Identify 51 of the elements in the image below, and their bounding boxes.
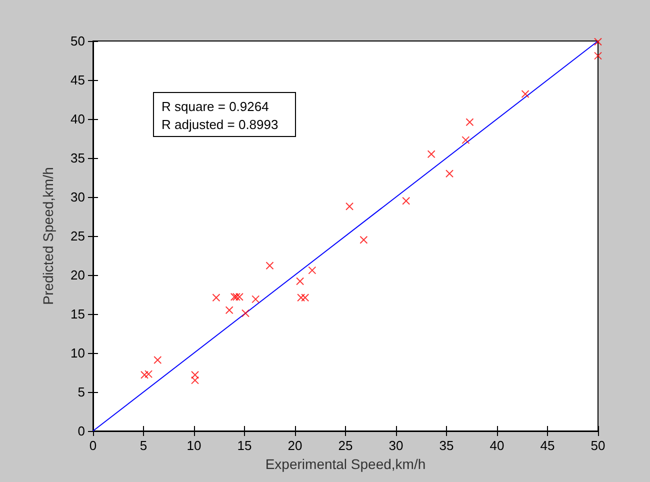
point <box>594 52 602 60</box>
y-tick-label: 0 <box>78 424 85 438</box>
x-tick-label: 45 <box>540 438 555 453</box>
point <box>402 196 410 205</box>
point <box>466 118 474 126</box>
x-tick-label: 15 <box>237 438 252 453</box>
y-tick-label: 10 <box>70 346 85 360</box>
x-tick-label: 10 <box>186 438 202 453</box>
x-tick-label: 25 <box>338 438 353 453</box>
x-axis-title: Experimental Speed,km/h <box>265 456 426 472</box>
y-tick-label: 45 <box>70 72 85 88</box>
point <box>242 309 250 318</box>
annotation: R square = 0.9264 <box>162 99 269 114</box>
point <box>594 38 602 46</box>
y-tick-label: 15 <box>70 306 85 322</box>
x-tick-label: 40 <box>490 438 504 453</box>
point <box>144 370 153 378</box>
point <box>346 202 354 210</box>
y-tick-label: 35 <box>70 150 85 166</box>
point <box>308 266 316 274</box>
point <box>296 277 304 286</box>
y-tick-label: 25 <box>70 228 85 244</box>
y-tick-label: 50 <box>70 34 85 48</box>
point <box>232 292 240 301</box>
point <box>225 306 234 314</box>
point <box>446 170 454 178</box>
y-tick-label: 5 <box>78 384 85 400</box>
y-tick-label: 20 <box>70 268 85 282</box>
x-tick-label: 5 <box>140 438 148 453</box>
point <box>266 262 274 270</box>
point <box>212 294 220 302</box>
x-tick-label: 50 <box>590 438 606 453</box>
point <box>230 292 238 301</box>
point <box>140 370 149 379</box>
point <box>235 292 244 301</box>
x-tick-label: 20 <box>288 438 302 453</box>
point <box>297 294 306 302</box>
y-tick-label: 30 <box>70 190 85 204</box>
x-tick-label: 35 <box>439 438 454 453</box>
x-tick-label: 30 <box>388 438 404 453</box>
point <box>521 90 530 98</box>
point <box>360 236 368 244</box>
point <box>462 136 470 144</box>
y-tick-label: 40 <box>70 112 85 126</box>
y-axis-title: Predicted Speed,km/h <box>40 167 56 305</box>
point <box>154 356 162 364</box>
point <box>252 295 260 304</box>
x-tick-label: 0 <box>89 438 97 453</box>
annotation: R adjusted = 0.8993 <box>162 117 278 132</box>
point <box>427 150 436 158</box>
point <box>301 294 310 302</box>
